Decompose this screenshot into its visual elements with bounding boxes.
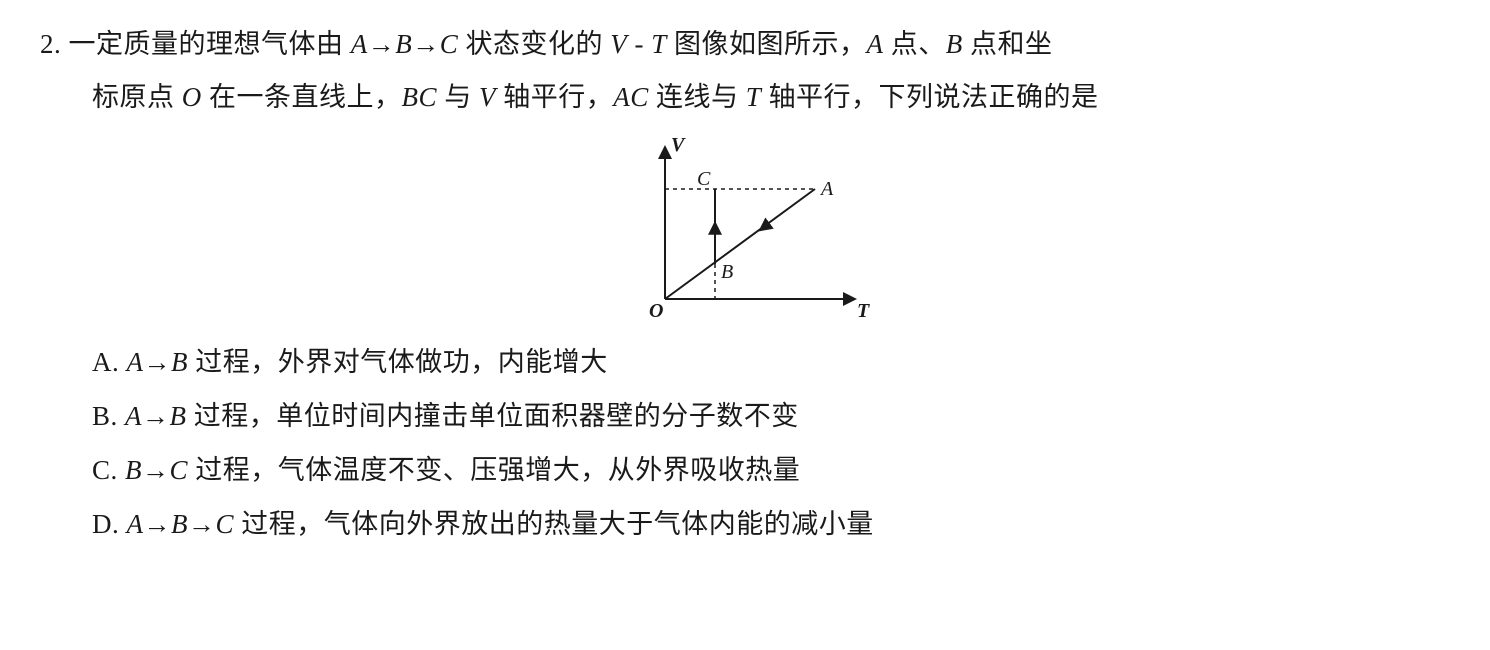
q-text: 点和坐 — [963, 29, 1053, 59]
var-T: T — [746, 82, 762, 112]
svg-text:V: V — [671, 134, 686, 156]
option-D: D. A→B→C 过程，气体向外界放出的热量大于气体内能的减小量 — [40, 497, 1450, 551]
option-label: D. — [92, 509, 119, 539]
seg-BC: BC — [402, 82, 438, 112]
seq-B: B — [395, 29, 412, 59]
question-line-2: 标原点 O 在一条直线上，BC 与 V 轴平行，AC 连线与 T 轴平行，下列说… — [40, 71, 1450, 124]
var-V: V — [610, 29, 627, 59]
q-text: 与 — [437, 82, 479, 112]
option-label: C. — [92, 455, 118, 485]
opt-arrow: → — [188, 509, 216, 539]
pt-O: O — [182, 82, 202, 112]
vt-diagram: O V T A B C — [615, 129, 875, 329]
opt-seq: B — [171, 509, 188, 539]
q-text: 在一条直线上， — [202, 82, 402, 112]
q-text: 图像如图所示， — [667, 29, 867, 59]
q-text: 连线与 — [649, 82, 746, 112]
opt-seq: C — [170, 455, 189, 485]
question-number: 2. — [40, 29, 61, 59]
opt-seq: B — [171, 347, 188, 377]
svg-text:A: A — [819, 178, 834, 200]
opt-arrow: → — [142, 401, 170, 431]
option-label: A. — [92, 347, 119, 377]
opt-text: 过程，单位时间内撞击单位面积器壁的分子数不变 — [187, 401, 799, 431]
option-C: C. B→C 过程，气体温度不变、压强增大，从外界吸收热量 — [40, 443, 1450, 497]
seg-AC: AC — [613, 82, 649, 112]
q-text: 轴平行， — [496, 82, 613, 112]
opt-arrow: → — [142, 455, 170, 485]
question-line-1: 2. 一定质量的理想气体由 A→B→C 状态变化的 V - T 图像如图所示，A… — [40, 18, 1450, 71]
q-text: 一定质量的理想气体由 — [69, 29, 351, 59]
opt-text: 过程，外界对气体做功，内能增大 — [188, 347, 608, 377]
opt-arrow: → — [144, 347, 172, 377]
q-text: 标原点 — [92, 82, 182, 112]
option-label: B. — [92, 401, 118, 431]
option-A: A. A→B 过程，外界对气体做功，内能增大 — [40, 335, 1450, 389]
pt-B: B — [946, 29, 963, 59]
opt-seq: A — [125, 401, 142, 431]
page: 2. 一定质量的理想气体由 A→B→C 状态变化的 V - T 图像如图所示，A… — [0, 0, 1490, 551]
dash: - — [627, 29, 651, 59]
q-text: 状态变化的 — [458, 29, 610, 59]
opt-seq: B — [125, 455, 142, 485]
option-B: B. A→B 过程，单位时间内撞击单位面积器壁的分子数不变 — [40, 389, 1450, 443]
svg-text:O: O — [649, 300, 663, 322]
opt-seq: A — [127, 509, 144, 539]
pt-A: A — [867, 29, 884, 59]
opt-seq: B — [170, 401, 187, 431]
opt-arrow: → — [144, 509, 172, 539]
svg-text:B: B — [721, 261, 733, 283]
opt-text: 过程，气体温度不变、压强增大，从外界吸收热量 — [188, 455, 800, 485]
q-text: 轴平行，下列说法正确的是 — [761, 82, 1098, 112]
diagram-container: O V T A B C — [40, 129, 1450, 329]
seq-arrow: → — [412, 29, 440, 59]
var-V: V — [479, 82, 496, 112]
seq-arrow: → — [368, 29, 396, 59]
opt-seq: C — [216, 509, 235, 539]
seq-A: A — [351, 29, 368, 59]
opt-seq: A — [127, 347, 144, 377]
opt-text: 过程，气体向外界放出的热量大于气体内能的减小量 — [234, 509, 874, 539]
svg-text:C: C — [697, 168, 711, 190]
seq-C: C — [440, 29, 459, 59]
var-T: T — [651, 29, 667, 59]
svg-text:T: T — [857, 300, 870, 322]
q-text: 点、 — [884, 29, 946, 59]
